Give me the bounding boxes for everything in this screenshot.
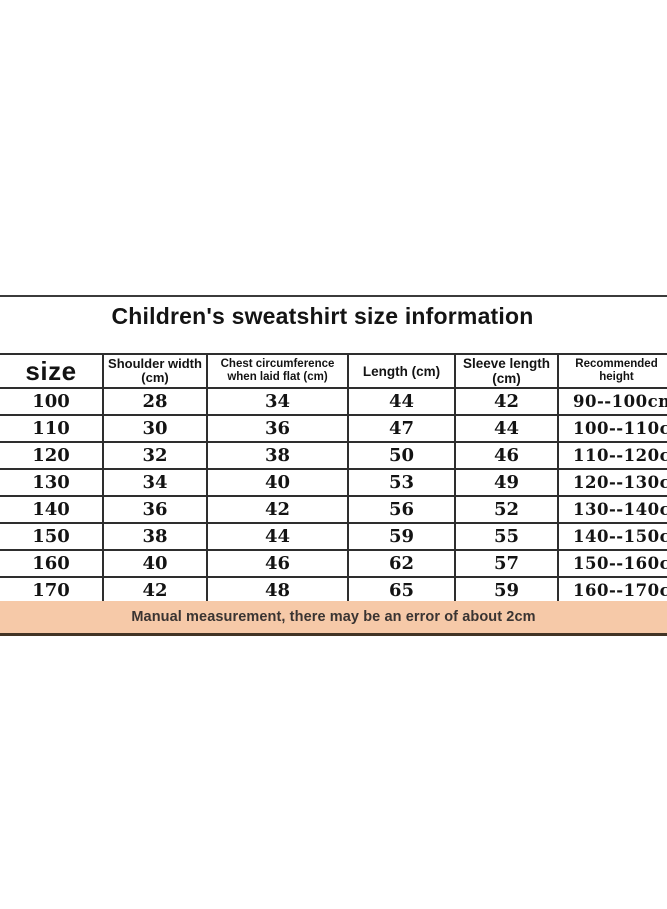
cell-recommended-height: 130--140cm xyxy=(558,496,667,525)
cell-size: 120 xyxy=(0,442,104,471)
cell-length: 47 xyxy=(348,415,456,444)
cell-recommended-height: 100--110cm xyxy=(558,415,667,444)
size-table: size Shoulder width (cm) Chest circumfer… xyxy=(0,353,667,601)
cell-shoulder: 28 xyxy=(103,388,208,417)
cell-chest: 34 xyxy=(207,388,349,417)
cell-size: 160 xyxy=(0,550,104,579)
cell-recommended-height: 120--130cm xyxy=(558,469,667,498)
col-header-length: Length (cm) xyxy=(348,353,456,390)
cell-sleeve: 55 xyxy=(455,523,559,552)
cell-shoulder: 42 xyxy=(103,577,208,601)
cell-size: 140 xyxy=(0,496,104,525)
cell-length: 56 xyxy=(348,496,456,525)
col-header-shoulder-width: Shoulder width (cm) xyxy=(103,353,208,390)
cell-shoulder: 40 xyxy=(103,550,208,579)
table-row: 130 34 40 53 49 120--130cm xyxy=(0,469,667,498)
measurement-note: Manual measurement, there may be an erro… xyxy=(131,609,536,625)
cell-recommended-height: 110--120cm xyxy=(558,442,667,471)
cell-sleeve: 52 xyxy=(455,496,559,525)
cell-recommended-height: 90--100cm xyxy=(558,388,667,417)
cell-length: 50 xyxy=(348,442,456,471)
col-header-chest-circumference: Chest circumference when laid flat (cm) xyxy=(207,353,349,390)
cell-length: 65 xyxy=(348,577,456,601)
cell-length: 44 xyxy=(348,388,456,417)
cell-size: 170 xyxy=(0,577,104,601)
cell-chest: 38 xyxy=(207,442,349,471)
cell-chest: 44 xyxy=(207,523,349,552)
col-header-recommended-height: Recommended height xyxy=(558,353,667,390)
col-header-sleeve-length: Sleeve length (cm) xyxy=(455,353,559,390)
cell-size: 150 xyxy=(0,523,104,552)
table-row: 120 32 38 50 46 110--120cm xyxy=(0,442,667,471)
cell-sleeve: 46 xyxy=(455,442,559,471)
cell-sleeve: 59 xyxy=(455,577,559,601)
cell-chest: 40 xyxy=(207,469,349,498)
table-header-row: size Shoulder width (cm) Chest circumfer… xyxy=(0,353,667,390)
top-divider xyxy=(0,295,667,297)
cell-recommended-height: 140--150cm xyxy=(558,523,667,552)
cell-recommended-height: 150--160cm xyxy=(558,550,667,579)
cell-sleeve: 57 xyxy=(455,550,559,579)
table-row: 170 42 48 65 59 160--170cm xyxy=(0,577,667,601)
cell-chest: 48 xyxy=(207,577,349,601)
cell-shoulder: 36 xyxy=(103,496,208,525)
cell-sleeve: 49 xyxy=(455,469,559,498)
cell-chest: 36 xyxy=(207,415,349,444)
cell-shoulder: 34 xyxy=(103,469,208,498)
cell-size: 130 xyxy=(0,469,104,498)
table-row: 150 38 44 59 55 140--150cm xyxy=(0,523,667,552)
page-title: Children's sweatshirt size information xyxy=(111,303,534,329)
cell-length: 62 xyxy=(348,550,456,579)
table-row: 100 28 34 44 42 90--100cm xyxy=(0,388,667,417)
cell-shoulder: 30 xyxy=(103,415,208,444)
cell-recommended-height: 160--170cm xyxy=(558,577,667,601)
cell-sleeve: 44 xyxy=(455,415,559,444)
cell-chest: 46 xyxy=(207,550,349,579)
cell-length: 59 xyxy=(348,523,456,552)
table-row: 110 30 36 47 44 100--110cm xyxy=(0,415,667,444)
table-row: 140 36 42 56 52 130--140cm xyxy=(0,496,667,525)
cell-chest: 42 xyxy=(207,496,349,525)
cell-shoulder: 38 xyxy=(103,523,208,552)
size-table-container: size Shoulder width (cm) Chest circumfer… xyxy=(0,353,667,601)
measurement-note-banner: Manual measurement, there may be an erro… xyxy=(0,601,667,636)
cell-size: 110 xyxy=(0,415,104,444)
cell-shoulder: 32 xyxy=(103,442,208,471)
table-row: 160 40 46 62 57 150--160cm xyxy=(0,550,667,579)
col-header-size: size xyxy=(0,353,104,390)
cell-size: 100 xyxy=(0,388,104,417)
cell-sleeve: 42 xyxy=(455,388,559,417)
cell-length: 53 xyxy=(348,469,456,498)
